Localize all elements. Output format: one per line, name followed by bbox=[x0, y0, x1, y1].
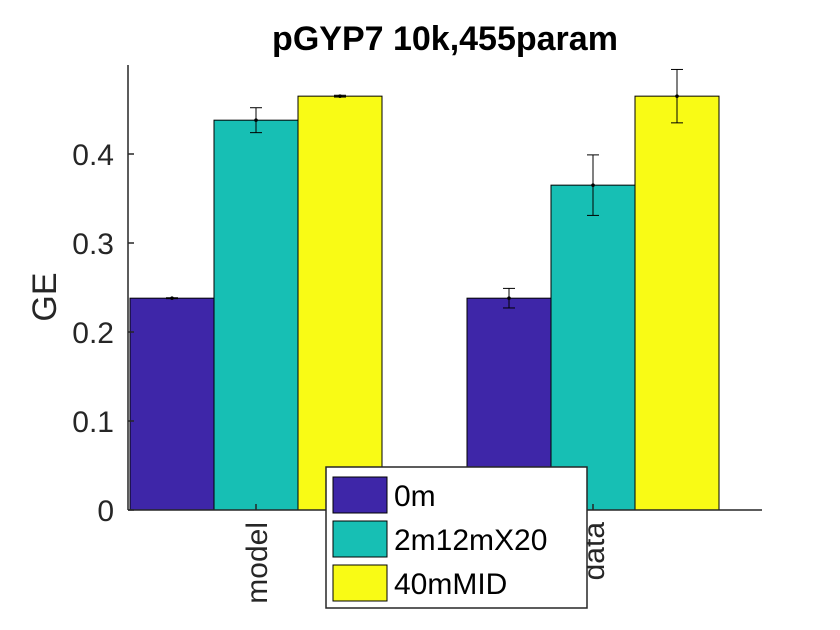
mean-point bbox=[675, 94, 679, 98]
error-bar-0m-data bbox=[503, 287, 515, 309]
y-tick-label: 0 bbox=[97, 495, 114, 528]
y-ticks-group: 0 0.1 0.2 0.3 0.4 bbox=[72, 139, 134, 528]
legend-label: 0m bbox=[394, 480, 436, 513]
bar-0m-model bbox=[129, 297, 215, 511]
legend-item-2m12mX20: 2m12mX20 bbox=[332, 520, 547, 558]
y-tick-label: 0.1 bbox=[72, 406, 114, 439]
bar-40mMID-data bbox=[634, 95, 720, 511]
legend-item-40mMID: 40mMID bbox=[332, 564, 507, 602]
error-bar-40mMID-data bbox=[671, 68, 683, 124]
bar-2m12mX20-model bbox=[213, 119, 299, 511]
error-bars-group bbox=[166, 68, 683, 309]
error-bar-2m12mX20-data bbox=[587, 154, 599, 216]
error-bar-40mMID-model bbox=[334, 94, 346, 98]
legend-item-0m: 0m bbox=[332, 476, 436, 514]
mean-point bbox=[591, 183, 595, 187]
bar-2m12mX20-data bbox=[550, 184, 636, 511]
mean-point bbox=[170, 296, 174, 300]
legend-items: 0m 2m12mX20 40mMID bbox=[332, 476, 547, 602]
legend-label: 40mMID bbox=[394, 568, 507, 601]
y-tick-label: 0.2 bbox=[72, 317, 114, 350]
mean-point bbox=[507, 296, 511, 300]
mean-point bbox=[254, 118, 258, 122]
mean-point bbox=[338, 94, 342, 98]
y-tick-label: 0.3 bbox=[72, 228, 114, 261]
chart-title: pGYP7 10k,455param bbox=[272, 20, 618, 58]
x-tick-label: model bbox=[241, 522, 274, 604]
bar-40mMID-model bbox=[297, 95, 383, 511]
legend-swatch bbox=[332, 564, 388, 602]
legend-swatch bbox=[332, 520, 388, 558]
y-tick-label: 0.4 bbox=[72, 139, 114, 172]
legend-swatch bbox=[332, 476, 388, 514]
y-axis-label: GE bbox=[26, 272, 64, 321]
error-bar-0m-model bbox=[166, 296, 178, 300]
error-bar-2m12mX20-model bbox=[250, 107, 262, 134]
legend-label: 2m12mX20 bbox=[394, 524, 547, 557]
legend: 0m 2m12mX20 40mMID bbox=[325, 466, 588, 609]
